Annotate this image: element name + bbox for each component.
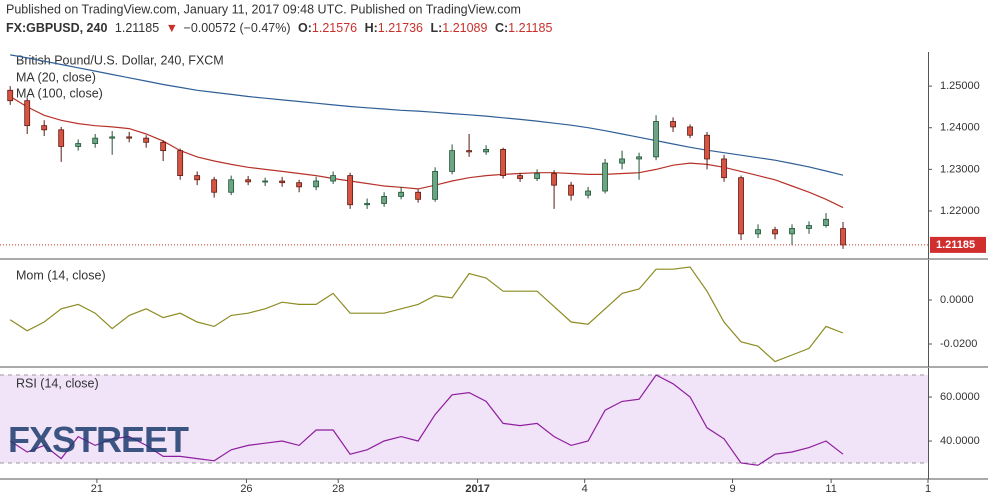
- y-tick-label: 1.25000: [940, 80, 980, 92]
- candle-body: [330, 175, 337, 182]
- plots: 1.25000 1.24000 1.23000 1.22000 British Poun…: [0, 52, 988, 495]
- candle-body: [840, 228, 846, 246]
- change: −0.00572 (−0.47%): [184, 21, 291, 35]
- y-tick-label: 1.22000: [940, 205, 980, 217]
- pane-title: British Pound/U.S. Dollar, 240, FXCM: [16, 53, 224, 67]
- candle-body: [653, 121, 659, 158]
- candle-body: [364, 203, 371, 206]
- candle-body: [109, 136, 116, 139]
- candle-body: [619, 158, 625, 164]
- ohlc-key: C:: [495, 21, 508, 35]
- candle-body: [789, 228, 795, 235]
- candle-body: [296, 182, 303, 188]
- y-tick-label: 0.0000: [940, 294, 974, 306]
- candle-body: [823, 218, 829, 226]
- candle-body: [398, 191, 405, 197]
- candle-body: [568, 184, 574, 196]
- candle-body: [211, 179, 218, 193]
- watermark-a: FX: [8, 419, 53, 460]
- rsi-band: [0, 375, 928, 464]
- series-line: [9, 374, 844, 466]
- candle-body: [415, 191, 422, 200]
- candle-body: [143, 137, 150, 143]
- candle-body: [585, 190, 591, 196]
- candle-body: [228, 179, 235, 193]
- series-line: [9, 266, 844, 363]
- candle-body: [602, 162, 608, 192]
- candle-body: [92, 137, 99, 144]
- x-tick-label: 28: [332, 483, 344, 495]
- candle-body: [347, 175, 354, 206]
- candle-body: [670, 121, 676, 128]
- y-tick-label: 40.0000: [940, 435, 980, 447]
- candle-body: [432, 171, 439, 200]
- candle-body: [7, 89, 14, 102]
- candle-body: [483, 148, 489, 153]
- price: 1.21185: [115, 21, 159, 35]
- candle-body: [687, 126, 693, 136]
- x-tick-label: 11: [825, 483, 836, 495]
- candle-body: [755, 229, 761, 235]
- legend-entry: MA (100, close): [16, 86, 103, 100]
- candle-body: [636, 156, 642, 160]
- candle-body: [75, 143, 82, 147]
- x-tick-label: 9: [729, 483, 735, 495]
- candle-body: [177, 150, 184, 177]
- candle-body: [160, 141, 167, 152]
- ohlc-value: 1.21185: [508, 21, 552, 35]
- legend-entry: Mom (14, close): [16, 268, 106, 282]
- x-tick-label: 26: [240, 483, 252, 495]
- y-tick-label: 1.23000: [940, 163, 980, 175]
- candle-body: [381, 196, 388, 204]
- candle-body: [772, 229, 778, 235]
- candle-body: [58, 129, 65, 147]
- candle-body: [449, 150, 456, 172]
- ohlc-value: 1.21089: [442, 21, 487, 35]
- candle-body: [551, 173, 557, 186]
- ohlc-key: L:: [430, 21, 442, 35]
- symbol: FX:GBPUSD, 240: [6, 21, 107, 35]
- watermark: FXSTREET: [8, 419, 189, 460]
- y-tick-label: -0.0200: [940, 338, 977, 350]
- watermark-b: STREET: [52, 419, 189, 460]
- candle-body: [262, 180, 269, 183]
- candle-body: [534, 173, 540, 179]
- candle-body: [466, 150, 472, 153]
- y-tick-label: 60.0000: [940, 391, 980, 403]
- x-tick-label: 4: [582, 483, 588, 495]
- ohlc-value: 1.21736: [378, 21, 423, 35]
- candle-body: [517, 175, 523, 179]
- y-tick-label: 1.24000: [940, 122, 980, 134]
- candle-body: [126, 136, 133, 139]
- candle-body: [24, 100, 31, 127]
- candle-body: [245, 179, 252, 183]
- candle-body: [194, 175, 201, 181]
- candle-body: [279, 180, 286, 184]
- candle-body: [806, 225, 812, 229]
- legend-entry: RSI (14, close): [16, 376, 99, 390]
- last-price-box: [930, 236, 986, 253]
- candle-body: [721, 158, 727, 179]
- x-tick-label: 1: [925, 483, 931, 495]
- quote-line: FX:GBPUSD, 240 1.21185 ▼ −0.00572 (−0.47…: [6, 21, 552, 35]
- ohlc-value: 1.21576: [312, 21, 357, 35]
- candle-body: [313, 180, 320, 188]
- arrow: ▼: [166, 21, 178, 35]
- candle-body: [738, 177, 744, 235]
- last-price-label: 1.21185: [936, 239, 975, 251]
- x-tick-label: 2017: [465, 483, 489, 495]
- candle-body: [704, 134, 710, 160]
- x-tick-label: 21: [91, 483, 103, 495]
- series-line: [9, 95, 844, 209]
- ohlc-key: H:: [365, 21, 378, 35]
- published: Published on TradingView.com, January 11…: [6, 2, 521, 16]
- legend-entry: MA (20, close): [16, 70, 96, 84]
- candle-body: [500, 148, 506, 177]
- ohlc-key: O:: [298, 21, 312, 35]
- candle-body: [41, 125, 48, 131]
